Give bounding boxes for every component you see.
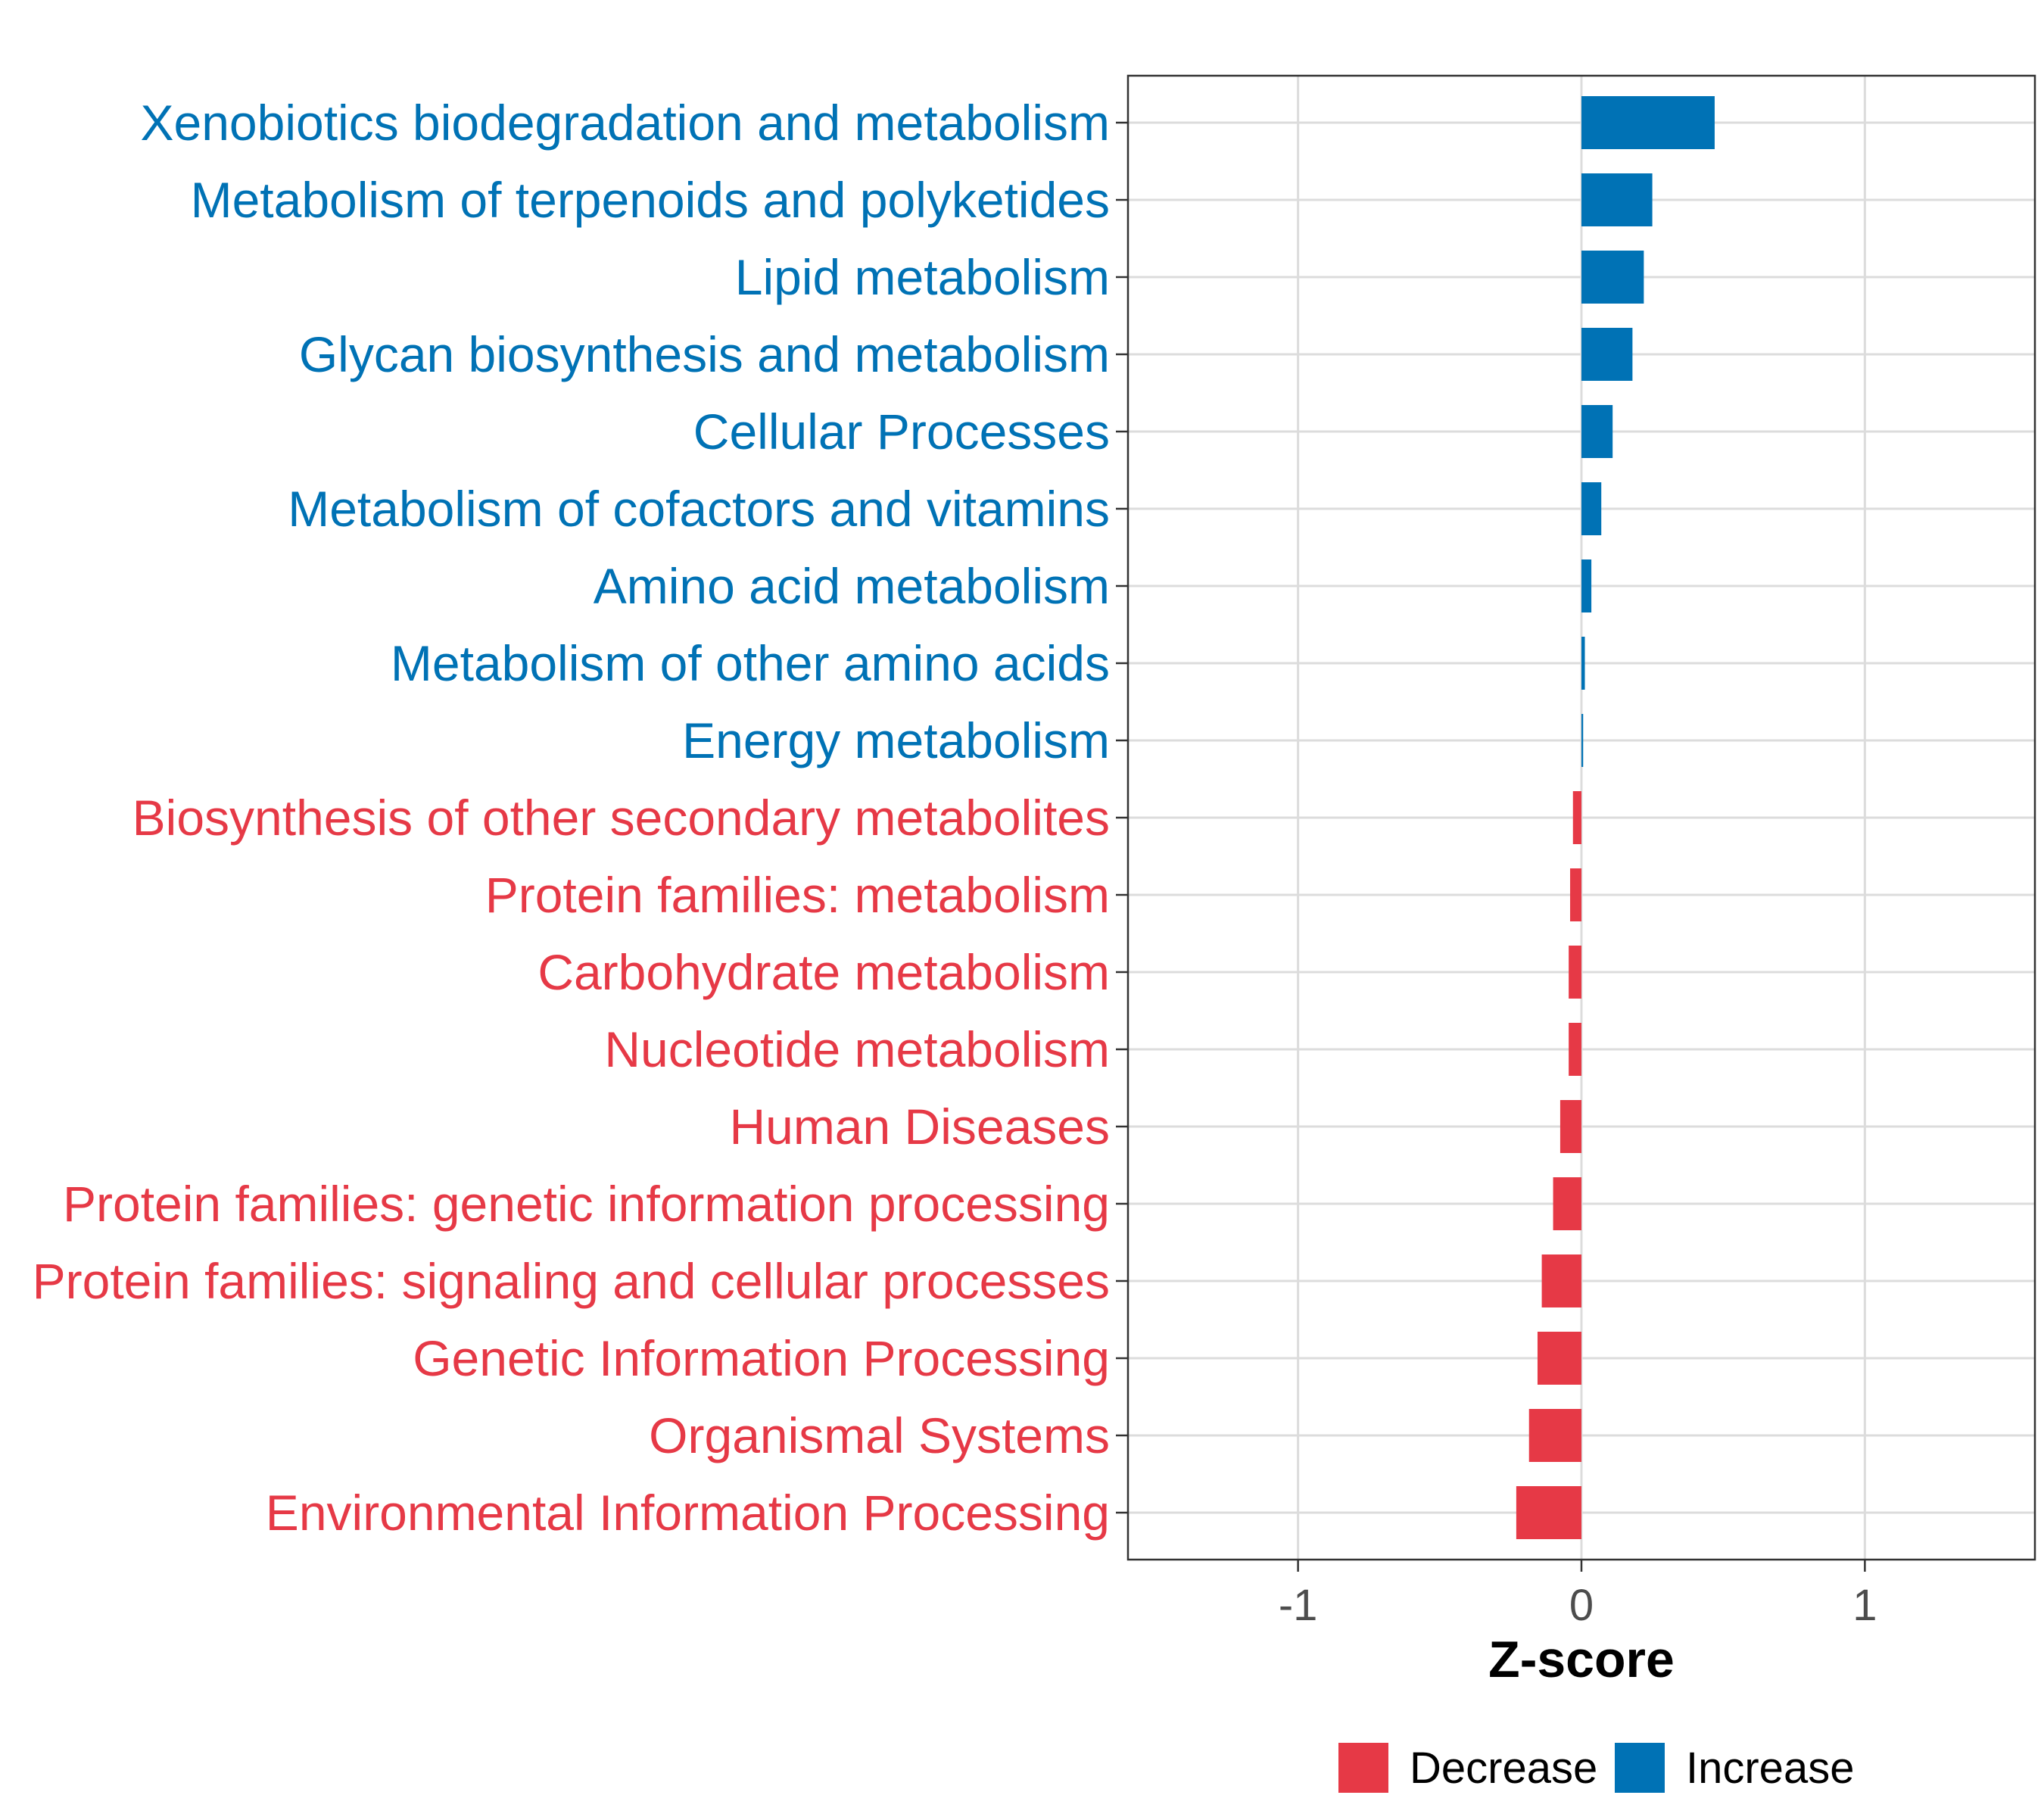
bar [1516,1486,1581,1539]
bar [1559,1100,1581,1153]
bar [1569,946,1581,999]
bar [1572,791,1581,844]
category-label: Xenobiotics biodegradation and metabolis… [141,95,1111,151]
x-axis-ticks: -1 0 1 [1279,1560,1877,1630]
bar [1581,559,1592,612]
category-label: Glycan biosynthesis and metabolism [299,326,1110,382]
category-label: Biosynthesis of other secondary metaboli… [132,790,1110,846]
bar [1581,251,1644,304]
category-label: Human Diseases [729,1099,1110,1155]
bar [1581,96,1715,149]
x-tick-label: 1 [1852,1581,1877,1630]
category-label: Cellular Processes [693,404,1110,460]
category-label: Nucleotide metabolism [604,1021,1110,1077]
bar [1581,405,1613,458]
category-label: Protein families: metabolism [485,867,1110,923]
category-label: Lipid metabolism [735,249,1110,305]
bar [1541,1254,1581,1307]
category-label: Protein families: genetic information pr… [63,1176,1110,1232]
category-label: Metabolism of terpenoids and polyketides [191,172,1110,228]
category-label: Metabolism of other amino acids [391,635,1110,691]
bar [1537,1332,1581,1385]
category-label: Protein families: signaling and cellular… [33,1253,1110,1309]
category-label: Metabolism of cofactors and vitamins [288,481,1110,537]
legend-label-increase: Increase [1686,1744,1854,1793]
category-label: Energy metabolism [682,712,1110,768]
category-label: Amino acid metabolism [594,558,1110,614]
bar [1581,714,1584,767]
category-label: Environmental Information Processing [266,1485,1110,1541]
bar-layer [1516,96,1715,1539]
bar [1569,1023,1581,1076]
bar [1553,1177,1581,1230]
x-axis-title: Z-score [1488,1631,1675,1688]
x-tick-label: 0 [1569,1581,1594,1630]
category-label: Carbohydrate metabolism [537,944,1110,1000]
bar [1581,328,1633,381]
legend-label-decrease: Decrease [1410,1744,1597,1793]
legend-swatch-decrease [1338,1743,1388,1793]
legend-swatch-increase [1615,1743,1665,1793]
legend: Decrease Increase [1338,1743,1854,1793]
bar [1570,868,1581,921]
category-label: Organismal Systems [649,1407,1110,1463]
category-label: Genetic Information Processing [413,1330,1110,1386]
bar [1528,1409,1581,1462]
category-labels: Xenobiotics biodegradation and metabolis… [33,95,1128,1541]
bar [1581,173,1653,226]
x-tick-label: -1 [1279,1581,1318,1630]
bar [1581,637,1585,690]
bar [1581,482,1602,535]
